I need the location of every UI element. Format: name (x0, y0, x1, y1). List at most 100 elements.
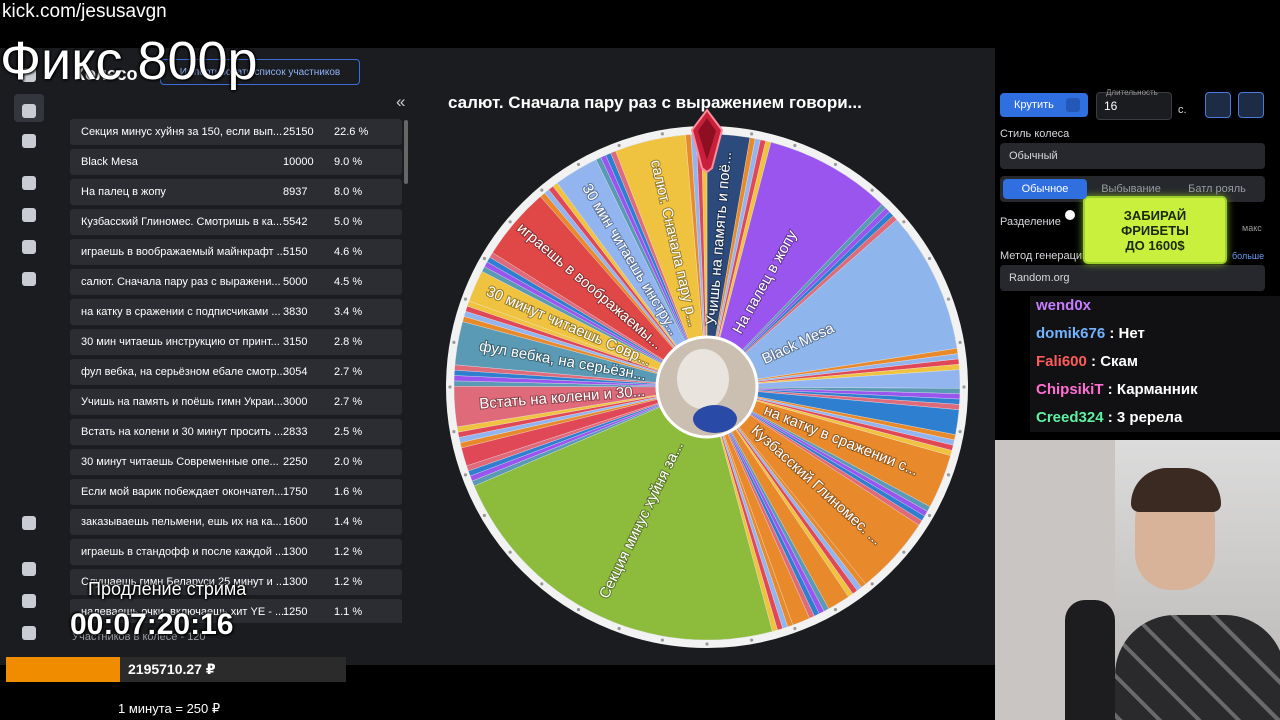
participant-amount: 5000 (283, 276, 308, 288)
chat-user: domik676 (1036, 325, 1106, 342)
wheel-rim-dot (660, 132, 664, 136)
sidebar (12, 48, 48, 640)
participant-row[interactable]: Если мой варик побеждает окончател... 175… (70, 479, 402, 505)
fix-caption: Фикс 800р (0, 31, 258, 91)
wheel-rim-dot (576, 162, 581, 167)
participant-row[interactable]: играешь в воображаемый майнкрафт ... 5150… (70, 239, 402, 265)
extension-label: Продление стрима (88, 579, 247, 599)
chat-user: Fali600 (1036, 353, 1087, 370)
sidebar-icon[interactable] (22, 68, 36, 82)
participant-list: Секция минус хуйня за 150, если вып... 25… (0, 118, 410, 623)
participant-row[interactable]: Встать на колени и 30 минут просить ... 2… (70, 419, 402, 445)
wheel-rim-dot (540, 188, 544, 192)
wheel-rim-dot (617, 143, 621, 148)
participant-name: 30 минут читаешь Современные опе... (81, 456, 279, 468)
split-knob[interactable] (1065, 210, 1075, 220)
participant-row[interactable]: надеваешь очки, включаешь хит YE - ... 12… (70, 599, 402, 623)
participant-row[interactable]: салют. Сначала пару раз с выражени... 500… (70, 269, 402, 295)
participant-row[interactable]: Black Mesa 10000 9.0 % (70, 149, 402, 175)
sidebar-icon[interactable] (22, 562, 36, 576)
wheel-rim-dot (452, 430, 456, 434)
participant-row[interactable]: На палец в жопу 8937 8.0 % (70, 179, 402, 205)
duration-label: Длительность (1106, 88, 1158, 97)
participant-percent: 1.6 % (334, 486, 363, 498)
participant-row[interactable]: 30 минут читаешь Современные опе... 2250 2… (70, 449, 402, 475)
sidebar-icon[interactable] (22, 516, 36, 530)
mode-tab[interactable]: Батл рояль (1188, 183, 1246, 195)
wheel-rim-dot (870, 188, 874, 192)
method-more[interactable]: больше (1232, 251, 1265, 261)
import-button[interactable]: Импортировать список участников (160, 59, 360, 85)
ad-line: ФРИБЕТЫ (1121, 223, 1189, 238)
participant-amount: 5150 (283, 246, 308, 258)
wheel-rim-dot (870, 582, 874, 586)
spin-button[interactable]: Крутить (1000, 93, 1088, 117)
wheel-rim-dot (793, 143, 797, 148)
wheel-rim-dot (927, 256, 932, 261)
participant-percent: 22.6 % (334, 126, 369, 138)
wheel-segment (473, 386, 773, 641)
participant-percent: 9.0 % (334, 156, 363, 168)
wheel-rim-dot (927, 513, 932, 518)
wheel-title: салют. Сначала пару раз с выражением гов… (448, 93, 862, 112)
sidebar-icon[interactable] (22, 272, 36, 286)
mode-tab[interactable]: Выбывание (1101, 183, 1161, 195)
participant-name: Если мой варик побеждает окончател... (81, 486, 284, 498)
split-label: Разделение (1000, 216, 1061, 228)
ad-banner[interactable]: ЗАБИРАЙ ФРИБЕТЫ ДО 1600$ (1083, 196, 1227, 264)
participant-row[interactable]: фул вебка, на серьёзном ебале смотр... 30… (70, 359, 402, 385)
sidebar-icon[interactable] (22, 626, 36, 640)
wheel-rim-dot (750, 638, 754, 642)
wheel-rim-dot (946, 473, 951, 477)
participant-percent: 5.0 % (334, 216, 363, 228)
method-select[interactable] (1000, 265, 1265, 291)
webcam (995, 440, 1280, 720)
participant-row[interactable]: Слушаешь гимн Беларуси 25 минут и ... 130… (70, 569, 402, 595)
participant-row[interactable]: играешь в стандофф и после каждой ... 130… (70, 539, 402, 565)
style-select[interactable] (1000, 143, 1265, 169)
dice-button[interactable] (1205, 92, 1231, 118)
participant-amount: 3000 (283, 396, 308, 408)
sidebar-icon[interactable] (22, 134, 36, 148)
wheel-rim-dot (617, 626, 621, 631)
participant-percent: 1.2 % (334, 576, 363, 588)
participant-amount: 2250 (283, 456, 308, 468)
participant-percent: 2.0 % (334, 456, 363, 468)
collapse-button[interactable]: « (396, 92, 406, 111)
participant-row[interactable]: Кузбасский Глиномес. Смотришь в ка... 554… (70, 209, 402, 235)
extension-timer: 00:07:20:16 (70, 608, 234, 641)
music-button[interactable] (1238, 92, 1264, 118)
sidebar-icon[interactable] (22, 594, 36, 608)
chat-separator: : (1105, 325, 1119, 342)
chat-text: 3 ререла (1116, 409, 1183, 426)
wheel[interactable]: Учишь на память и поё...На палец в жопуB… (446, 126, 968, 648)
participant-row[interactable]: Секция минус хуйня за 150, если вып... 25… (70, 119, 402, 145)
participant-name: фул вебка, на серьёзном ебале смотр... (81, 366, 286, 378)
wheel-pointer-inner (698, 118, 716, 160)
sidebar-icon[interactable] (22, 240, 36, 254)
ad-line: ДО 1600$ (1125, 238, 1185, 253)
sidebar-icon[interactable] (22, 104, 36, 118)
duration-box[interactable] (1096, 92, 1172, 120)
participant-row[interactable]: 30 мин читаешь инструкцию от принт... 315… (70, 329, 402, 355)
wheel-rim-dot (660, 638, 664, 642)
participant-row[interactable]: Учишь на память и поёшь гимн Украи... 300… (70, 389, 402, 415)
sidebar-icon[interactable] (22, 208, 36, 222)
participant-name: салют. Сначала пару раз с выражени... (81, 276, 281, 288)
participant-row[interactable]: заказываешь пельмени, ешь их на ка... 160… (70, 509, 402, 535)
participant-percent: 1.4 % (334, 516, 363, 528)
chat-user: ChipsikiT (1036, 381, 1104, 398)
mode-tab[interactable]: Обычное (1003, 179, 1087, 199)
participant-name: Учишь на память и поёшь гимн Украи... (81, 396, 283, 408)
split-max: макс (1242, 223, 1262, 233)
url-overlay: kick.com/jesusavgn (2, 1, 167, 22)
sidebar-icon[interactable] (22, 176, 36, 190)
participant-name: играешь в воображаемый майнкрафт ... (81, 246, 286, 258)
participant-percent: 1.1 % (334, 606, 363, 618)
participant-row[interactable]: на катку в сражении с подписчиками ... 38… (70, 299, 402, 325)
spin-menu[interactable] (1066, 98, 1080, 112)
participant-percent: 2.5 % (334, 426, 363, 438)
participant-amount: 10000 (283, 156, 314, 168)
wheel-rim-dot (705, 642, 709, 646)
